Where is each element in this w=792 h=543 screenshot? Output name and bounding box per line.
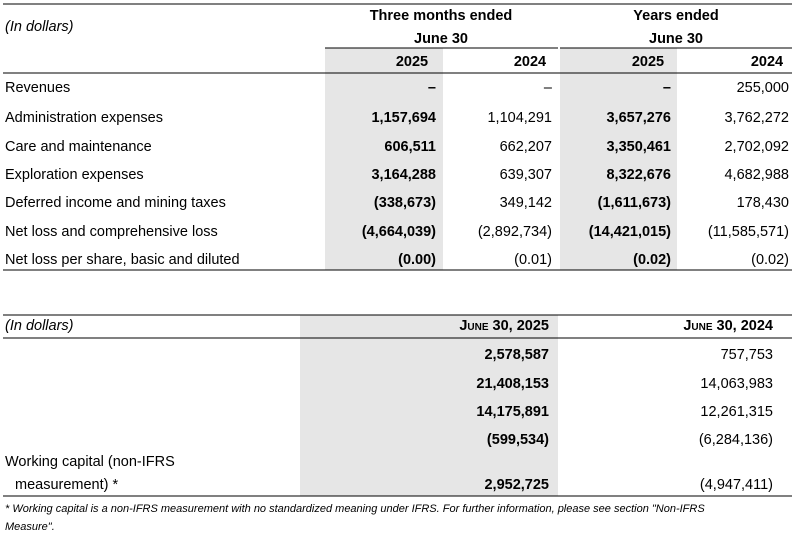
cell: 349,142 bbox=[500, 195, 552, 211]
row-label: Deferred income and mining taxes bbox=[5, 195, 226, 211]
cell: 639,307 bbox=[500, 167, 552, 183]
cell: 2,702,092 bbox=[724, 139, 789, 155]
cell: (6,284,136) bbox=[699, 432, 773, 448]
cell: – bbox=[544, 80, 553, 96]
cell: (599,534) bbox=[487, 432, 549, 448]
cell: (0.02) bbox=[751, 252, 789, 268]
cell: 662,207 bbox=[500, 139, 552, 155]
cell: (4,947,411) bbox=[700, 477, 773, 493]
row-label: Net loss per share, basic and diluted bbox=[5, 252, 240, 268]
cell: 3,657,276 bbox=[606, 110, 671, 126]
cell: 21,408,153 bbox=[476, 376, 549, 392]
cell: 255,000 bbox=[737, 80, 789, 96]
cell: 1,104,291 bbox=[487, 110, 552, 126]
cell: 3,350,461 bbox=[606, 139, 671, 155]
cell: 2,578,587 bbox=[484, 347, 549, 363]
group-header: June 30 bbox=[649, 31, 703, 47]
year-header: 2025 bbox=[396, 54, 428, 70]
group-header: Three months ended bbox=[370, 8, 513, 24]
row-label: Administration expenses bbox=[5, 110, 163, 126]
cell: 8,322,676 bbox=[606, 167, 671, 183]
footnote: Measure". bbox=[5, 521, 55, 533]
group-header: Years ended bbox=[633, 8, 718, 24]
row-label: Net loss and comprehensive loss bbox=[5, 224, 218, 240]
cell: 4,682,988 bbox=[724, 167, 789, 183]
cell: (11,585,571) bbox=[708, 224, 789, 240]
cell: (0.02) bbox=[633, 252, 671, 268]
highlight-column bbox=[300, 315, 558, 496]
unit-label: (In dollars) bbox=[5, 318, 74, 334]
cell: – bbox=[663, 80, 671, 96]
footnote: * Working capital is a non-IFRS measurem… bbox=[5, 503, 705, 515]
cell: – bbox=[428, 80, 436, 96]
cell: 606,511 bbox=[384, 139, 436, 155]
cell: (0.01) bbox=[514, 252, 552, 268]
year-header: 2024 bbox=[514, 54, 546, 70]
cell: 757,753 bbox=[721, 347, 773, 363]
row-label: Exploration expenses bbox=[5, 167, 144, 183]
unit-label: (In dollars) bbox=[5, 19, 74, 35]
cell: 178,430 bbox=[737, 195, 789, 211]
row-label: Working capital (non-IFRS measurement) * bbox=[5, 454, 175, 493]
cell: (2,892,734) bbox=[478, 224, 552, 240]
column-header: June 30, 2024 bbox=[683, 318, 773, 334]
cell: 12,261,315 bbox=[700, 404, 773, 420]
cell: (4,664,039) bbox=[362, 224, 436, 240]
year-header: 2024 bbox=[751, 54, 783, 70]
row-label: Care and maintenance bbox=[5, 139, 152, 155]
cell: (0.00) bbox=[398, 252, 436, 268]
cell: 3,164,288 bbox=[371, 167, 436, 183]
row-label: Revenues bbox=[5, 80, 70, 96]
highlight-column bbox=[560, 48, 677, 270]
cell: 1,157,694 bbox=[371, 110, 436, 126]
highlight-column bbox=[325, 48, 443, 270]
cell: 14,175,891 bbox=[476, 404, 549, 420]
cell: (1,611,673) bbox=[598, 195, 672, 211]
cell: 2,952,725 bbox=[484, 477, 549, 493]
cell: 14,063,983 bbox=[700, 376, 773, 392]
column-header: June 30, 2025 bbox=[459, 318, 549, 334]
cell: (14,421,015) bbox=[589, 224, 671, 240]
cell: (338,673) bbox=[374, 195, 436, 211]
cell: 3,762,272 bbox=[724, 110, 789, 126]
group-header: June 30 bbox=[414, 31, 468, 47]
year-header: 2025 bbox=[632, 54, 664, 70]
